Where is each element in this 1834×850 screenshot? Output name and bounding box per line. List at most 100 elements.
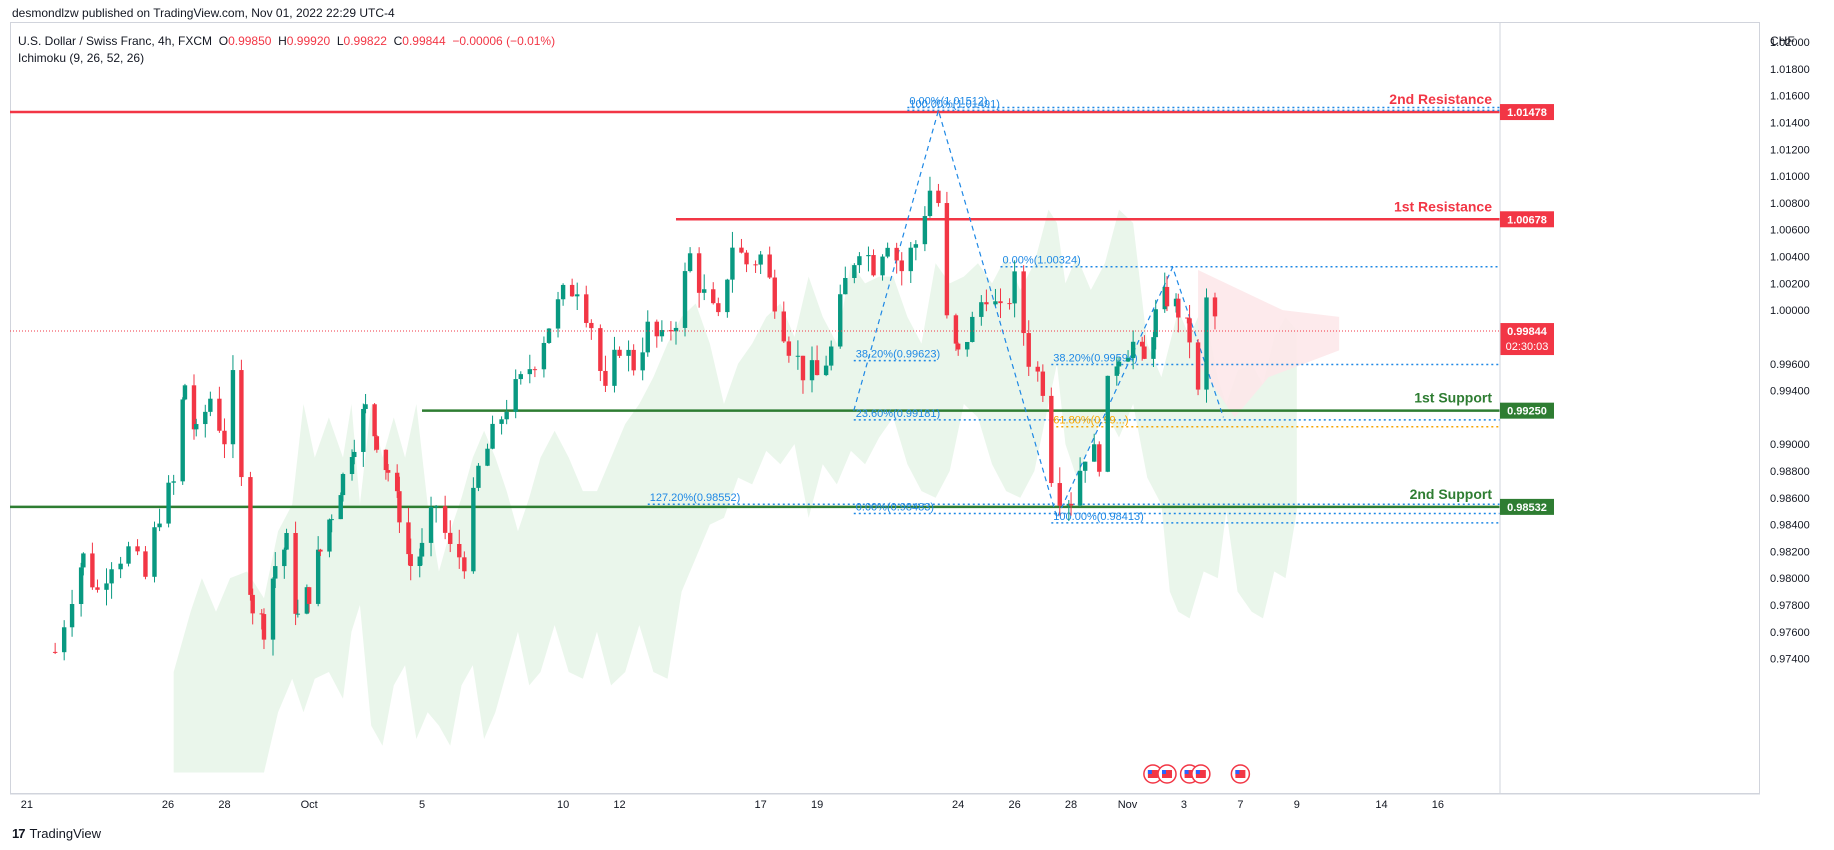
candle-body bbox=[998, 301, 1003, 304]
candle-body bbox=[944, 203, 950, 316]
price-tag-label: 0.99250 bbox=[1507, 406, 1547, 418]
candle-body bbox=[899, 260, 904, 272]
x-tick-label: 5 bbox=[419, 799, 425, 811]
candle-body bbox=[781, 311, 786, 342]
candle-body bbox=[617, 349, 622, 356]
us-flag-icon-canton bbox=[1195, 770, 1200, 774]
candle-body bbox=[239, 370, 244, 478]
candle-body bbox=[457, 543, 462, 558]
candle-body bbox=[654, 321, 659, 337]
level-name: 1st Support bbox=[1414, 390, 1492, 406]
candle-body bbox=[462, 557, 467, 572]
fib-level-label: 100.00%(1.01491) bbox=[909, 98, 1000, 110]
candle-body bbox=[428, 506, 434, 543]
candle-body bbox=[1176, 298, 1181, 318]
candle-body bbox=[157, 523, 162, 528]
price-tag bbox=[1500, 402, 1554, 419]
high-value: 0.99920 bbox=[286, 34, 331, 48]
candle-body bbox=[394, 472, 400, 492]
candle-body bbox=[135, 546, 140, 552]
candle-body bbox=[1162, 286, 1167, 310]
us-flag-icon-canton bbox=[1184, 770, 1189, 774]
x-tick-label: 28 bbox=[218, 799, 230, 811]
x-tick-label: Nov bbox=[1118, 799, 1138, 811]
candle-body bbox=[182, 385, 188, 400]
candle-body bbox=[913, 244, 919, 248]
y-tick-label: 0.99600 bbox=[1770, 359, 1810, 371]
candle-body bbox=[222, 430, 227, 445]
price-tag bbox=[1500, 104, 1554, 121]
candle-body bbox=[1082, 461, 1088, 471]
price-tag-label: 0.98532 bbox=[1507, 502, 1547, 514]
candle-body bbox=[814, 360, 820, 376]
candle-body bbox=[758, 254, 763, 265]
candle-body bbox=[1195, 342, 1201, 390]
footer-brand[interactable]: 17 TradingView bbox=[12, 826, 101, 841]
candle-body bbox=[908, 247, 913, 272]
us-flag-icon bbox=[1191, 764, 1211, 784]
price-tag-label: 1.01478 bbox=[1507, 107, 1547, 119]
x-tick-label: 21 bbox=[21, 799, 33, 811]
candle-body bbox=[866, 255, 871, 257]
fib-level-label: 38.20%(0.99623) bbox=[856, 349, 940, 361]
candle-body bbox=[809, 360, 815, 381]
open-value: 0.99850 bbox=[228, 34, 272, 48]
candle-body bbox=[217, 398, 222, 431]
candle-body bbox=[546, 328, 552, 343]
y-tick-label: 0.98800 bbox=[1770, 466, 1810, 478]
candle-body bbox=[626, 349, 631, 356]
candle-body bbox=[541, 342, 547, 370]
candle-body bbox=[1012, 271, 1017, 304]
candle-body bbox=[109, 569, 114, 584]
candle-body bbox=[885, 247, 890, 257]
us-flag-icon-stripes bbox=[1195, 770, 1206, 778]
candle-body bbox=[1153, 309, 1158, 338]
candle-body bbox=[1130, 341, 1136, 359]
candle-body bbox=[282, 549, 287, 567]
candle-body bbox=[598, 328, 603, 371]
candle-body bbox=[786, 341, 792, 356]
y-tick-label: 0.99000 bbox=[1770, 439, 1810, 451]
candle-body bbox=[1164, 286, 1170, 307]
candle-body bbox=[191, 385, 197, 430]
candle-body bbox=[61, 627, 67, 653]
candle-body bbox=[476, 465, 481, 488]
candle-body bbox=[795, 355, 801, 357]
candle-body bbox=[744, 252, 749, 265]
y-tick-label: 0.98200 bbox=[1770, 546, 1810, 558]
candle-body bbox=[716, 303, 721, 313]
high-label: H bbox=[278, 34, 287, 48]
candle-body bbox=[569, 284, 575, 297]
candle-body bbox=[589, 322, 594, 329]
x-tick-label: 17 bbox=[755, 799, 767, 811]
y-tick-label: 0.98000 bbox=[1770, 573, 1810, 585]
candle-body bbox=[555, 299, 561, 329]
candle-body bbox=[1185, 317, 1190, 319]
candle-body bbox=[1035, 366, 1040, 372]
x-tick-label: 9 bbox=[1294, 799, 1300, 811]
publish-caption: desmondlzw published on TradingView.com,… bbox=[12, 6, 395, 20]
candle-body bbox=[1068, 503, 1074, 506]
candle-body bbox=[922, 216, 928, 245]
y-tick-label: 1.00600 bbox=[1770, 225, 1810, 237]
current-price-label: 0.99844 bbox=[1507, 326, 1548, 338]
indicator-legend[interactable]: Ichimoku (9, 26, 52, 26) bbox=[18, 51, 145, 65]
candle-body bbox=[880, 256, 885, 276]
candle-body bbox=[640, 352, 645, 371]
current-price-tag bbox=[1500, 323, 1554, 356]
us-flag-icon-canton bbox=[1162, 770, 1167, 774]
candle-body bbox=[52, 651, 58, 653]
candle-body bbox=[1173, 298, 1179, 307]
candle-body bbox=[852, 265, 857, 278]
candle-body bbox=[230, 370, 236, 445]
candle-body bbox=[259, 613, 264, 615]
candle-body bbox=[1021, 271, 1026, 334]
x-tick-label: Oct bbox=[301, 799, 318, 811]
candle-body bbox=[340, 474, 346, 496]
us-flag-icon-canton bbox=[1147, 770, 1152, 774]
y-tick-label: 1.00400 bbox=[1770, 252, 1810, 264]
price-tag bbox=[1500, 211, 1554, 228]
tradingview-logo-icon: 17 bbox=[12, 826, 26, 841]
x-tick-label: 7 bbox=[1237, 799, 1243, 811]
